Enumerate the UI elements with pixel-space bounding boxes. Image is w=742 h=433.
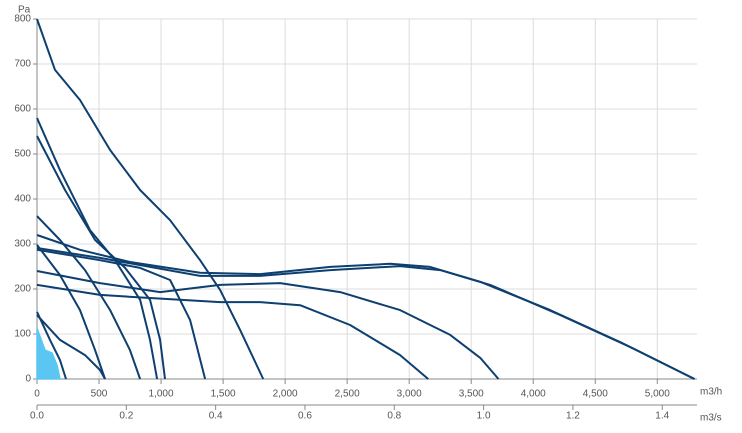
curve [36,18,265,380]
x2-tick-label: 0.4 [209,411,223,422]
x-tick-label: 2,000 [273,389,298,400]
y-unit: Pa [18,5,31,16]
x2-tick-label: 1.2 [566,411,580,422]
y-tick-label: 500 [14,149,31,160]
x2-tick-label: 0.8 [387,411,401,422]
curve [36,283,429,380]
area [36,327,61,380]
x-tick-label: 0 [34,389,40,400]
x2-tick-label: 1.0 [477,411,491,422]
curve [36,234,695,380]
x2-tick-label: 0.0 [30,411,44,422]
y-tick-label: 400 [14,194,31,205]
x-unit: m3/h [700,387,722,398]
x-tick-label: 4,500 [583,389,608,400]
x2-unit: m3/s [700,413,722,424]
x2-tick-label: 1.4 [655,411,669,422]
y-tick-label: 0 [25,374,31,385]
curve [36,244,106,380]
y-tick-label: 300 [14,239,31,250]
curve [36,248,207,380]
curve [36,314,106,380]
y-tick-label: 100 [14,329,31,340]
curve [36,135,166,380]
y-tick-label: 700 [14,59,31,70]
x-tick-label: 3,000 [397,389,422,400]
x-tick-label: 3,500 [459,389,484,400]
x-tick-label: 1,500 [211,389,236,400]
x2-tick-label: 0.2 [119,411,133,422]
x2-tick-label: 0.6 [298,411,312,422]
curve [36,311,67,380]
curve [36,247,695,380]
x-tick-label: 2,500 [335,389,360,400]
x-tick-label: 4,000 [521,389,546,400]
x-tick-label: 500 [91,389,108,400]
x-tick-label: 5,000 [645,389,670,400]
y-tick-label: 800 [14,14,31,25]
curve [36,215,142,380]
x-tick-label: 1,000 [149,389,174,400]
curve [36,270,500,380]
curve [36,117,159,380]
y-tick-label: 200 [14,284,31,295]
y-tick-label: 600 [14,104,31,115]
